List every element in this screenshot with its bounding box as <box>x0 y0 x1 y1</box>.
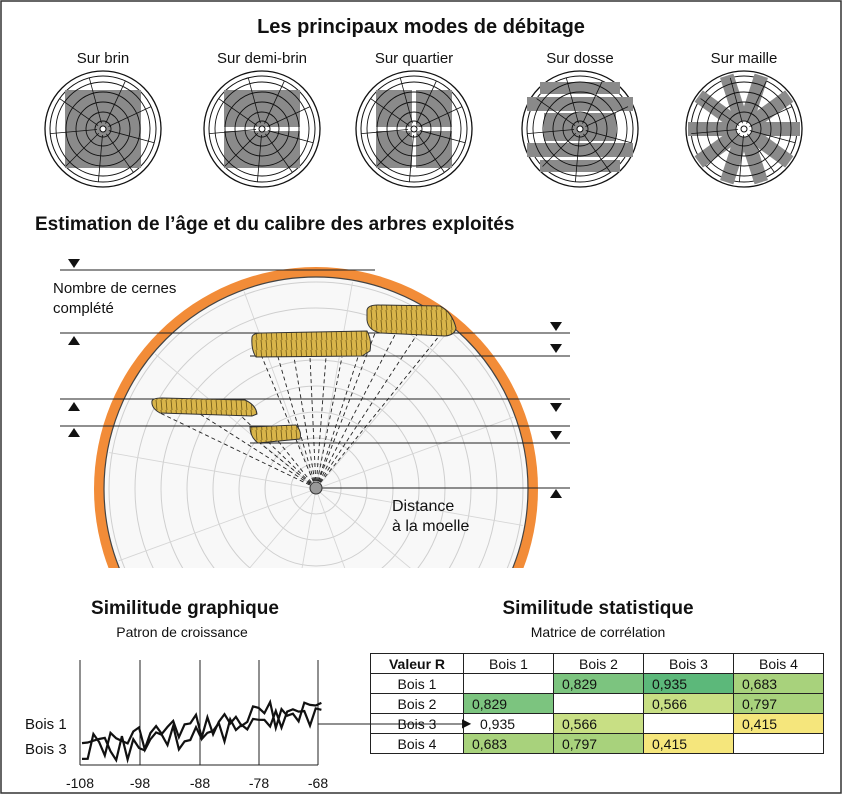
matrix-row-header: Bois 2 <box>370 693 464 714</box>
matrix-cell: 0,797 <box>733 693 824 714</box>
matrix-cell: 0,829 <box>463 693 554 714</box>
growth-chart <box>79 660 322 766</box>
matrix-cell: 0,935 <box>643 673 734 694</box>
sample-2 <box>251 330 372 358</box>
matrix-row: Bois 1 0,829 0,935 0,683 <box>370 673 824 694</box>
matrix-row: Bois 2 0,829 0,566 0,797 <box>370 693 824 714</box>
x-tick-label: -78 <box>249 775 269 791</box>
graphique-subtitle: Patron de croissance <box>116 624 248 640</box>
matrix-row-header: Bois 1 <box>370 673 464 694</box>
log-icon <box>203 70 321 188</box>
matrix-cell: ▶ 0,935 <box>462 713 554 734</box>
markers-right <box>550 322 562 498</box>
matrix-cell: 0,683 <box>463 733 554 754</box>
matrix-col-header: Bois 1 <box>463 653 554 674</box>
series-label-bois3: Bois 3 <box>25 741 67 758</box>
x-tick-label: -88 <box>190 775 210 791</box>
log-icon <box>521 70 639 188</box>
matrix-cell <box>733 733 824 754</box>
matrix-header-row: Valeur R Bois 1 Bois 2 Bois 3 Bois 4 <box>370 653 824 674</box>
matrix-cell <box>553 693 644 714</box>
cernes-label-2: complété <box>53 300 114 317</box>
x-tick-label: -68 <box>308 775 328 791</box>
sample-4 <box>249 424 301 444</box>
statistique-title: Similitude statistique <box>502 598 693 619</box>
graphique-title: Similitude graphique <box>91 598 279 619</box>
log-icon <box>685 70 803 188</box>
matrix-cell: 0,415 <box>733 713 824 734</box>
mode-label-dosse: Sur dosse <box>546 50 614 67</box>
distance-label-1: Distance <box>392 498 454 515</box>
log-sections <box>44 70 803 188</box>
matrix-row-header: Bois 4 <box>370 733 464 754</box>
pointer-arrow-icon: ▶ <box>462 716 472 730</box>
trunk-section <box>94 267 538 568</box>
correlation-matrix: Valeur R Bois 1 Bois 2 Bois 3 Bois 4 Boi… <box>370 653 824 754</box>
markers-left <box>68 259 80 437</box>
cernes-label-1: Nombre de cernes <box>53 280 176 297</box>
series-label-bois1: Bois 1 <box>25 716 67 733</box>
x-tick-label: -98 <box>130 775 150 791</box>
matrix-col-header: Bois 4 <box>733 653 824 674</box>
distance-label-2: à la moelle <box>392 518 469 535</box>
series-bois-3 <box>81 707 322 764</box>
matrix-cell: 0,566 <box>553 713 644 734</box>
sample-3 <box>151 397 258 417</box>
matrix-cell: 0,797 <box>553 733 644 754</box>
mode-label-demi-brin: Sur demi-brin <box>217 50 307 67</box>
matrix-row: Bois 4 0,683 0,797 0,415 <box>370 733 824 754</box>
matrix-cell-value: 0,935 <box>480 715 516 732</box>
matrix-cell: 0,683 <box>733 673 824 694</box>
debitage-title: Les principaux modes de débitage <box>257 16 585 38</box>
matrix-cell: 0,566 <box>643 693 734 714</box>
matrix-cell <box>463 673 554 694</box>
wood-disc <box>103 276 529 568</box>
log-icon <box>355 70 473 188</box>
statistique-subtitle: Matrice de corrélation <box>531 624 666 640</box>
x-tick-label: -108 <box>66 775 94 791</box>
growth-rings <box>108 281 524 568</box>
matrix-row-header: Bois 3 <box>370 713 464 734</box>
mode-label-quartier: Sur quartier <box>375 50 453 67</box>
matrix-col-header: Bois 3 <box>643 653 734 674</box>
matrix-cell <box>643 713 734 734</box>
estimation-title: Estimation de l’âge et du calibre des ar… <box>35 214 514 235</box>
pith <box>309 481 323 495</box>
matrix-corner: Valeur R <box>370 653 464 674</box>
sample-1 <box>366 304 457 337</box>
mode-label-brin: Sur brin <box>77 50 130 67</box>
log-icon <box>44 70 162 188</box>
matrix-row: Bois 3 ▶ 0,935 0,566 0,415 <box>370 713 824 734</box>
matrix-cell: 0,415 <box>643 733 734 754</box>
mode-label-maille: Sur maille <box>711 50 778 67</box>
matrix-col-header: Bois 2 <box>553 653 644 674</box>
matrix-cell: 0,829 <box>553 673 644 694</box>
